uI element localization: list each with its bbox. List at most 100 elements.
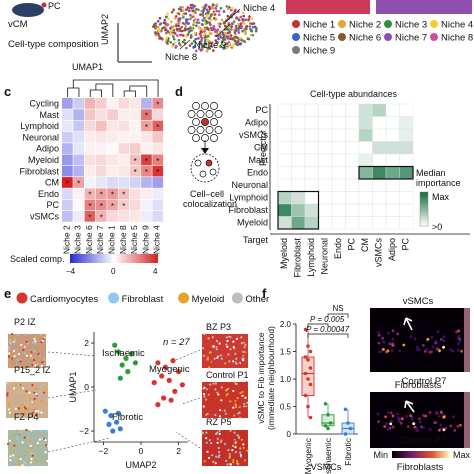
heatmap-cell (141, 165, 152, 177)
umap-point (157, 34, 161, 38)
tissue-spot (218, 450, 221, 454)
tissue-spot (30, 452, 33, 455)
heatmap-cell (129, 188, 141, 200)
heatmap-cell (118, 154, 130, 166)
scatter-point (161, 395, 167, 401)
importance-cell (291, 191, 306, 205)
tissue-spot (34, 416, 38, 419)
importance-cell (345, 166, 360, 180)
importance-cell (331, 128, 346, 142)
tissue-spot (205, 388, 208, 391)
umap-point (231, 6, 234, 10)
umap-point (188, 27, 192, 31)
heatmap-cell (95, 109, 107, 120)
tissue-spot (229, 400, 232, 403)
tissue-spot (201, 431, 204, 434)
tissue-spot (209, 414, 212, 417)
tissue-spot (226, 345, 229, 348)
tissue-spot (202, 354, 205, 357)
tissue-spot (30, 429, 33, 432)
tissue-spot (241, 353, 244, 356)
expression-spot (449, 424, 453, 428)
expression-spot (430, 335, 434, 339)
expression-spot (413, 337, 417, 341)
heatmap-row-label: Endo (38, 189, 59, 199)
importance-cell (345, 216, 360, 230)
tissue-spot (203, 395, 206, 398)
predictor-label-row: PC (255, 105, 268, 115)
significance-star: * (100, 191, 103, 200)
tissue-spot (244, 396, 247, 399)
importance-cell (331, 103, 346, 117)
expression-spot (412, 422, 416, 426)
expression-spot (381, 340, 385, 344)
umap-point (249, 33, 253, 37)
tissue-spot (13, 399, 16, 402)
umap-point (227, 35, 230, 39)
p2-bracket (307, 333, 349, 338)
tissue-edge (464, 392, 470, 448)
data-point (306, 358, 310, 362)
heatmap-cell (73, 211, 84, 222)
sample-label-left: P15_2 IZ (14, 365, 51, 375)
importance-cell (372, 178, 387, 192)
expression-spot (422, 344, 425, 347)
expression-spot (391, 329, 395, 333)
tissue-spot (225, 388, 229, 391)
heatmap-col-label: Niche 5 (129, 225, 139, 254)
tissue-spot (23, 462, 26, 465)
target-col-label: vSMCs (373, 238, 383, 267)
tissue-spot (31, 363, 34, 367)
umap-point (176, 34, 179, 37)
significance-star: * (134, 168, 137, 177)
umap-point (232, 20, 236, 23)
tissue-spot (19, 360, 22, 363)
tissue-spot (243, 346, 246, 349)
tissue-spot (229, 348, 232, 351)
tissue-spot (25, 354, 28, 357)
tissue-spot (17, 407, 21, 410)
umap-point (197, 37, 200, 40)
umap-point (223, 22, 226, 25)
tissue-spot (7, 408, 10, 411)
umap-point (191, 9, 194, 12)
myeloid-fib-lymph-box (277, 190, 320, 230)
expression-spot (444, 427, 448, 430)
heatmap-cell (152, 199, 164, 211)
importance-cell (399, 141, 414, 155)
tissue-spot (202, 405, 205, 408)
tissue-spot (40, 364, 43, 367)
umap-point (201, 19, 204, 22)
umap-point (171, 27, 174, 31)
importance-cell (318, 116, 333, 130)
tissue-spot (11, 333, 14, 336)
heatmap-cell (95, 143, 107, 154)
neighbour-spot (201, 102, 209, 110)
tissue-spot (29, 397, 32, 400)
importance-cell (399, 203, 414, 217)
control-label-1: Control P7 (402, 376, 447, 387)
tissue-spot (205, 347, 208, 350)
tissue-spot (214, 388, 217, 391)
umap-point (247, 37, 251, 41)
umap-point (221, 31, 225, 35)
importance-cell (399, 103, 414, 117)
tissue-spot (218, 454, 221, 457)
niche-label-8: Niche 8 (165, 52, 197, 63)
connector-line (47, 351, 97, 357)
heatmap-cell (95, 154, 107, 166)
tissue-spot (239, 416, 242, 419)
umap-point (168, 33, 172, 36)
tissue-spot (37, 462, 40, 465)
importance-cell (318, 178, 333, 192)
heatmap-cell (118, 211, 130, 222)
tissue-spot (18, 383, 21, 386)
umap-point (170, 10, 174, 14)
niche4-pointer (225, 8, 241, 23)
expression-spot (438, 349, 441, 353)
umap-point (158, 23, 162, 26)
heatmap-cell (84, 188, 96, 200)
tissue-spot (216, 356, 219, 359)
umap-point (185, 20, 188, 24)
tissue-spot (19, 458, 22, 461)
